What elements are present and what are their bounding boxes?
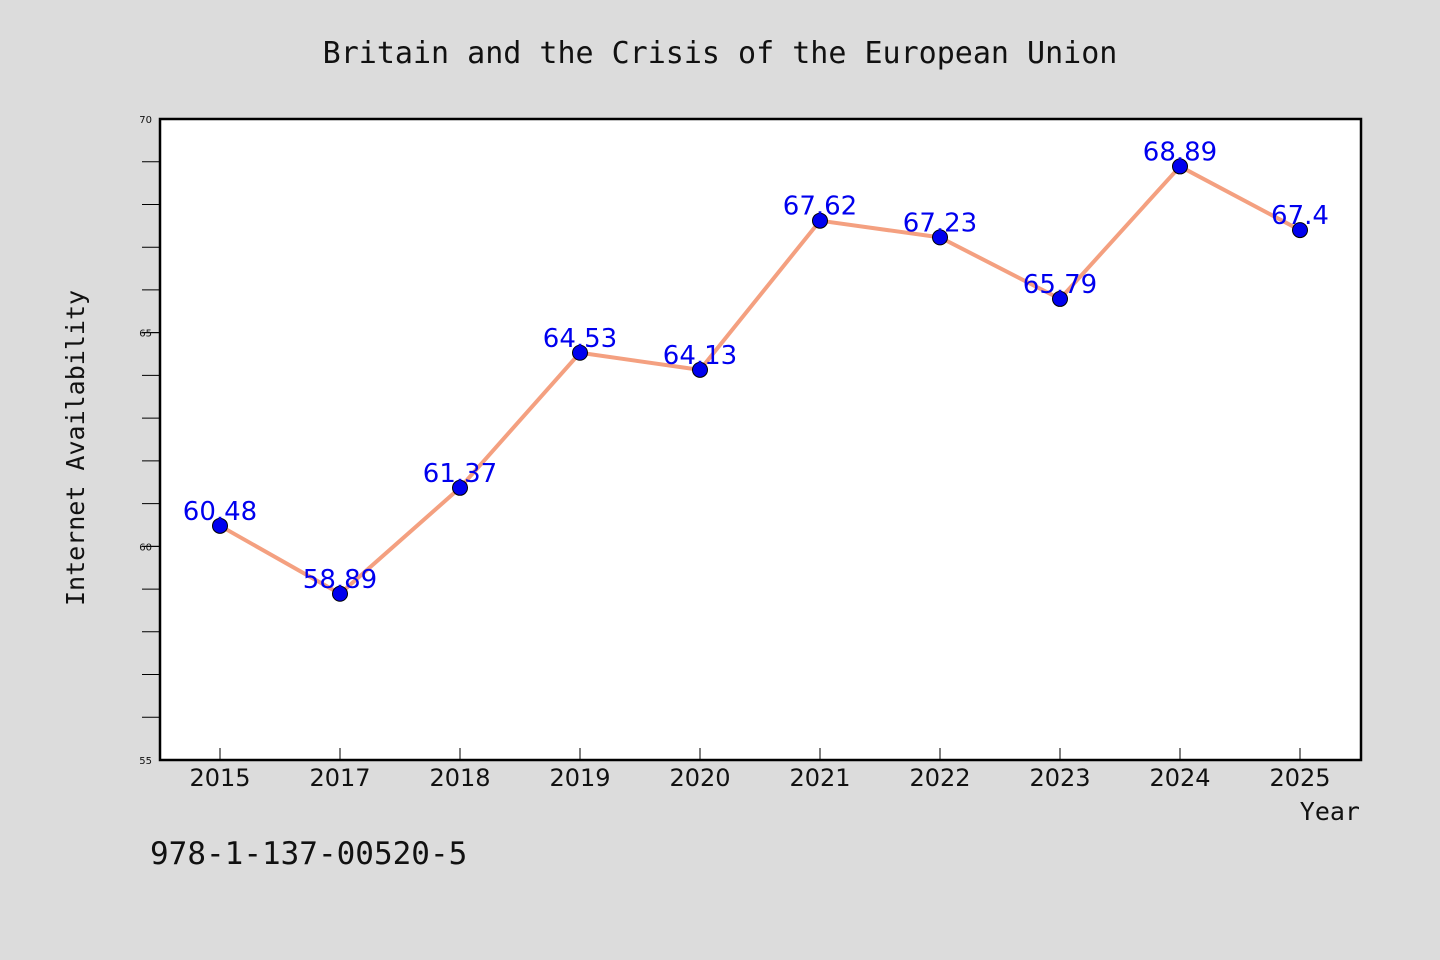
x-axis-label: Year — [1300, 797, 1360, 826]
x-tick-label: 2022 — [909, 764, 970, 792]
data-labels-group: 60.48 58.89 61.37 64.53 64.13 67.62 67.23 65.79… — [183, 137, 1329, 594]
x-tick-label: 2024 — [1149, 764, 1210, 792]
data-point — [332, 585, 348, 602]
y-tick-label: 70 — [139, 115, 152, 126]
data-point — [572, 344, 588, 361]
data-point — [692, 361, 708, 378]
series-line-group — [212, 158, 1308, 602]
y-tick-label: 65 — [139, 329, 152, 340]
data-label: 65.79 — [1023, 270, 1097, 300]
x-tick-label: 2018 — [429, 764, 490, 792]
x-tick-label: 2019 — [549, 764, 610, 792]
data-label: 58.89 — [303, 565, 377, 595]
y-tick-label: 60 — [139, 542, 152, 553]
isbn-text: 978-1-137-00520-5 — [150, 836, 467, 872]
x-tick-label: 2015 — [189, 764, 250, 792]
data-point — [932, 229, 948, 246]
y-axis-label: Internet Availability — [61, 290, 90, 606]
data-label: 61.37 — [423, 459, 497, 489]
data-point — [1292, 222, 1308, 239]
x-tick-label: 2023 — [1029, 764, 1090, 792]
x-tick-label: 2017 — [309, 764, 370, 792]
plot-area — [160, 119, 1361, 760]
data-label: 64.13 — [663, 341, 737, 371]
data-point — [452, 479, 468, 496]
data-point — [212, 517, 228, 534]
data-label: 68.89 — [1143, 137, 1217, 167]
data-point — [1172, 158, 1188, 175]
chart-title: Britain and the Crisis of the European U… — [323, 36, 1118, 71]
data-label: 67.62 — [783, 192, 857, 222]
y-tick-label: 55 — [139, 756, 152, 767]
data-point — [1052, 290, 1068, 307]
x-tick-label: 2020 — [669, 764, 730, 792]
data-label: 60.48 — [183, 497, 257, 527]
data-label: 67.4 — [1271, 201, 1329, 231]
x-tick-label: 2021 — [789, 764, 850, 792]
x-axis-ticks: 2015 2017 2018 2019 2020 2021 2022 2023 2024 2025 — [189, 748, 1331, 792]
data-point — [812, 212, 828, 229]
series-line — [218, 164, 1302, 596]
data-label: 64.53 — [543, 324, 617, 354]
data-label: 67.23 — [903, 208, 977, 238]
plot-frame — [158, 117, 1363, 762]
y-axis-ticks: 55 60 65 70 — [139, 115, 160, 767]
x-tick-label: 2025 — [1269, 764, 1330, 792]
